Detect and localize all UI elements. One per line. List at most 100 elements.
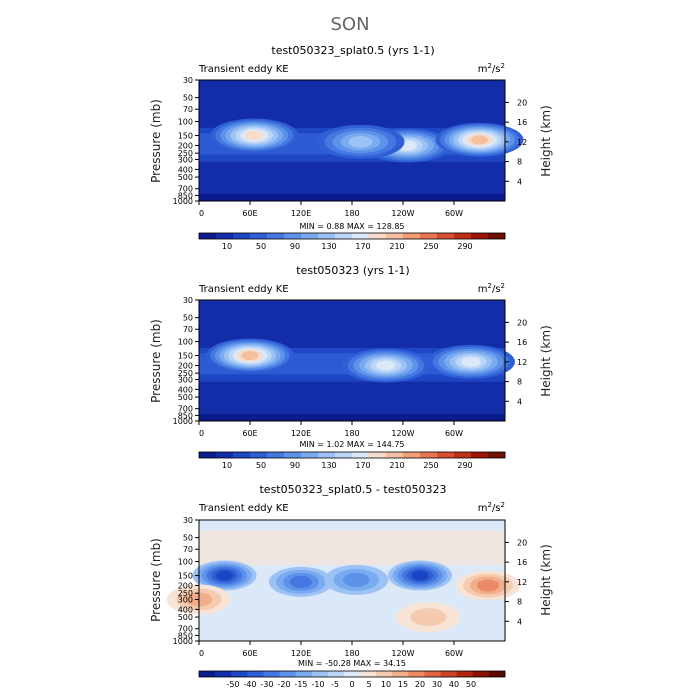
y-tick-label: 700: [178, 625, 193, 634]
colorbar-swatch: [437, 233, 455, 239]
x-tick-label: 120E: [291, 209, 311, 218]
colorbar-label: 15: [398, 680, 408, 689]
right-tick-label: 12: [517, 578, 527, 587]
y-tick-label: 100: [178, 558, 193, 567]
colorbar-swatch: [279, 671, 296, 677]
right-tick-label: 20: [517, 98, 527, 107]
colorbar-swatch: [471, 452, 489, 458]
colorbar: 10 50 90 130 170 210 250 290: [198, 451, 506, 470]
contour-blob: [215, 570, 234, 581]
y-tick-label: 50: [183, 534, 193, 543]
colorbar-frame: [198, 670, 506, 678]
y-axis-right-label: Height (km): [539, 544, 553, 615]
y-tick-label: 1000: [173, 197, 193, 206]
x-tick-label: 120E: [291, 649, 311, 658]
colorbar-label: 50: [256, 242, 266, 251]
panel-subtitle: Transient eddy KE: [198, 503, 289, 514]
min-max-label: MIN = 0.88 MAX = 128.85: [299, 222, 404, 231]
colorbar-swatch: [386, 233, 404, 239]
colorbar-frame: [198, 451, 506, 459]
x-tick-label: 120W: [391, 429, 414, 438]
colorbar-swatch: [199, 671, 216, 677]
colorbar-swatch: [231, 671, 248, 677]
colorbar-swatch: [199, 452, 217, 458]
x-tick-label: 180: [344, 429, 359, 438]
colorbar-swatch: [216, 452, 234, 458]
colorbar-swatch: [440, 671, 457, 677]
colorbar-label: 290: [457, 461, 472, 470]
colorbar-label: 130: [321, 242, 336, 251]
colorbar-label: -50: [226, 680, 239, 689]
right-tick-label: 16: [517, 118, 527, 127]
panel-title: test050323 (yrs 1-1): [296, 264, 409, 277]
colorbar-label: 90: [290, 461, 300, 470]
colorbar-swatch: [488, 233, 506, 239]
figure-title: SON: [330, 14, 369, 35]
y-tick-label: 500: [178, 173, 193, 182]
units-label: m2/s2: [478, 282, 505, 295]
units-label: m2/s2: [478, 501, 505, 514]
surface-band: [199, 414, 505, 421]
y-tick-label: 1000: [173, 417, 193, 426]
colorbar-swatch: [335, 233, 353, 239]
colorbar-label: 0: [349, 680, 354, 689]
colorbar-label: -5: [331, 680, 339, 689]
y-axis-right-label: Height (km): [539, 105, 553, 176]
y-tick-label: 100: [178, 118, 193, 127]
y-tick-label: 200: [178, 141, 193, 150]
y-tick-label: 100: [178, 338, 193, 347]
colorbar-swatch: [247, 671, 264, 677]
x-tick-label: 60E: [242, 429, 257, 438]
x-tick-label: 60W: [445, 649, 463, 658]
colorbar: -50 -40 -30 -20 -15 -10 -5 0 5 10 15 20 30 40 50: [198, 670, 506, 689]
colorbar-label: 130: [321, 461, 336, 470]
right-tick-label: 4: [517, 617, 522, 626]
contour-blob: [241, 350, 259, 361]
colorbar-label: 210: [389, 461, 404, 470]
colorbar-swatch: [216, 233, 234, 239]
plot-area: [167, 520, 520, 641]
colorbar-swatch: [454, 452, 472, 458]
units-label: m2/s2: [478, 62, 505, 75]
plot-area: [199, 80, 524, 201]
colorbar-label: 50: [466, 680, 476, 689]
colorbar-swatch: [215, 671, 232, 677]
y-tick-label: 400: [178, 605, 193, 614]
panel-1: test050323 (yrs 1-1) Transient eddy KE m…: [149, 264, 553, 470]
colorbar-swatch: [233, 233, 251, 239]
y-tick-label: 30: [183, 296, 193, 305]
colorbar-swatch: [392, 671, 409, 677]
colorbar-swatch: [360, 671, 377, 677]
y-axis-right: 4 8 12 16 20: [505, 318, 527, 406]
colorbar-swatch: [250, 452, 268, 458]
contour-blob: [245, 130, 264, 141]
colorbar-swatch: [327, 671, 345, 677]
colorbar-label: 210: [389, 242, 404, 251]
y-tick-label: 30: [183, 76, 193, 85]
colorbar-swatch: [369, 452, 387, 458]
colorbar-swatch: [335, 452, 353, 458]
panel-2: test050323_splat0.5 - test050323 Transie…: [149, 483, 553, 689]
colorbar-label: 10: [381, 680, 391, 689]
colorbar-swatch: [454, 233, 472, 239]
colorbar-swatch: [352, 452, 370, 458]
y-tick-label: 400: [178, 165, 193, 174]
x-tick-label: 60W: [445, 209, 463, 218]
y-tick-label: 500: [178, 613, 193, 622]
contour-blob: [290, 575, 312, 588]
colorbar: 10 50 90 130 170 210 250 290: [198, 232, 506, 251]
colorbar-label: -15: [294, 680, 307, 689]
colorbar-label: 10: [222, 242, 232, 251]
colorbar-swatch: [199, 233, 217, 239]
colorbar-swatch: [408, 671, 425, 677]
right-tick-label: 4: [517, 397, 522, 406]
colorbar-swatch: [263, 671, 280, 677]
colorbar-swatch: [488, 671, 506, 677]
colorbar-label: 290: [457, 242, 472, 251]
contour-blob: [376, 360, 396, 371]
colorbar-label: 90: [290, 242, 300, 251]
plot-area: [199, 300, 515, 421]
right-tick-label: 12: [517, 138, 527, 147]
